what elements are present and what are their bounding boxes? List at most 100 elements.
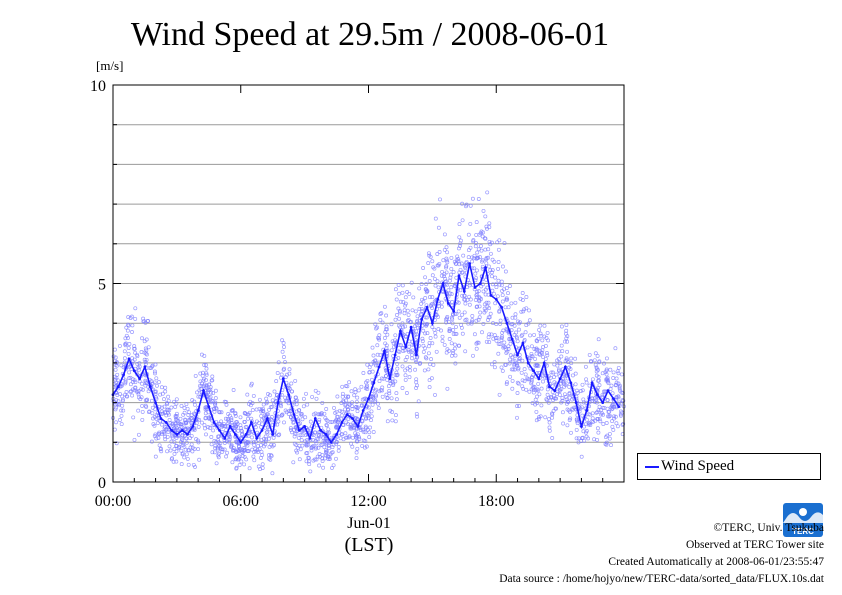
scatter-point [222,399,227,404]
scatter-point [539,350,544,355]
scatter-point [424,290,429,295]
scatter-point [466,248,471,253]
scatter-point [476,340,481,345]
scatter-point [194,437,199,442]
series-point [537,377,541,381]
scatter-point [559,324,564,329]
scatter-point [369,409,374,414]
scatter-point [597,383,602,388]
scatter-point [363,445,367,450]
scatter-point [119,413,124,418]
scatter-point [534,409,539,414]
scatter-point [445,347,450,352]
series-point [383,349,386,353]
scatter-point [472,266,477,271]
scatter-point [522,307,527,312]
scatter-point [132,388,137,393]
scatter-point [480,266,485,271]
scatter-point [555,389,560,394]
scatter-point [432,327,437,332]
scatter-point [487,340,492,345]
scatter-point [354,404,359,409]
series-point [170,429,174,432]
scatter-point [419,297,424,302]
scatter-point [547,420,552,425]
scatter-point [242,447,247,452]
scatter-point [429,357,434,362]
scatter-point [383,341,388,346]
scatter-point [430,273,435,278]
scatter-point [553,406,558,411]
scatter-point [477,315,482,320]
terc-logo-icon: TERC [783,503,823,537]
scatter-point [175,419,180,423]
scatter-point [322,445,327,450]
scatter-point [501,343,506,348]
scatter-point [217,409,222,414]
scatter-point [520,384,525,389]
scatter-point [543,356,548,361]
scatter-point [355,409,360,414]
scatter-point [599,412,603,417]
scatter-point [367,365,372,370]
scatter-point [508,284,512,288]
scatter-point [114,405,119,410]
scatter-point [525,377,530,382]
scatter-point [168,421,173,426]
scatter-point [511,367,516,372]
scatter-point [202,353,207,358]
scatter-point [564,356,569,361]
scatter-point [258,443,263,448]
scatter-point [593,351,598,356]
scatter-point [421,349,426,354]
scatter-point [607,414,612,419]
scatter-point [154,376,159,381]
scatter-point [361,371,366,375]
scatter-point [467,294,472,299]
scatter-point [506,346,511,351]
scatter-point [248,399,253,404]
scatter-point [286,412,291,416]
scatter-point [203,416,208,421]
scatter-point [123,343,128,348]
series-point [542,361,546,365]
scatter-point [259,409,264,414]
scatter-point [153,371,157,376]
scatter-point [353,387,358,392]
scatter-point [212,407,216,412]
scatter-point [560,398,565,403]
scatter-point [459,325,464,330]
series-point [377,365,381,369]
series-point [207,405,211,408]
series-point [500,305,503,309]
scatter-point [509,301,514,306]
scatter-point [260,417,265,422]
scatter-point [232,422,237,427]
scatter-point [484,255,489,260]
series-point [452,309,456,313]
scatter-point [120,394,125,399]
scatter-point [596,367,600,372]
scatter-point [420,336,425,341]
scatter-point [250,435,254,440]
scatter-point [426,344,431,349]
scatter-point [439,300,444,305]
scatter-point [317,412,322,417]
scatter-point [486,300,491,305]
scatter-point [143,320,148,325]
scatter-point [229,420,234,425]
scatter-point [609,443,613,448]
scatter-point [560,396,565,400]
series-point [569,381,573,385]
scatter-point [559,343,564,348]
scatter-point [267,393,272,398]
scatter-point [385,419,390,424]
scatter-point [513,315,518,320]
scatter-point [607,431,612,436]
scatter-point [489,274,494,279]
scatter-point [174,411,179,416]
scatter-point [474,268,479,273]
scatter-point [592,437,597,442]
scatter-point [276,360,281,365]
scatter-point [213,388,218,393]
